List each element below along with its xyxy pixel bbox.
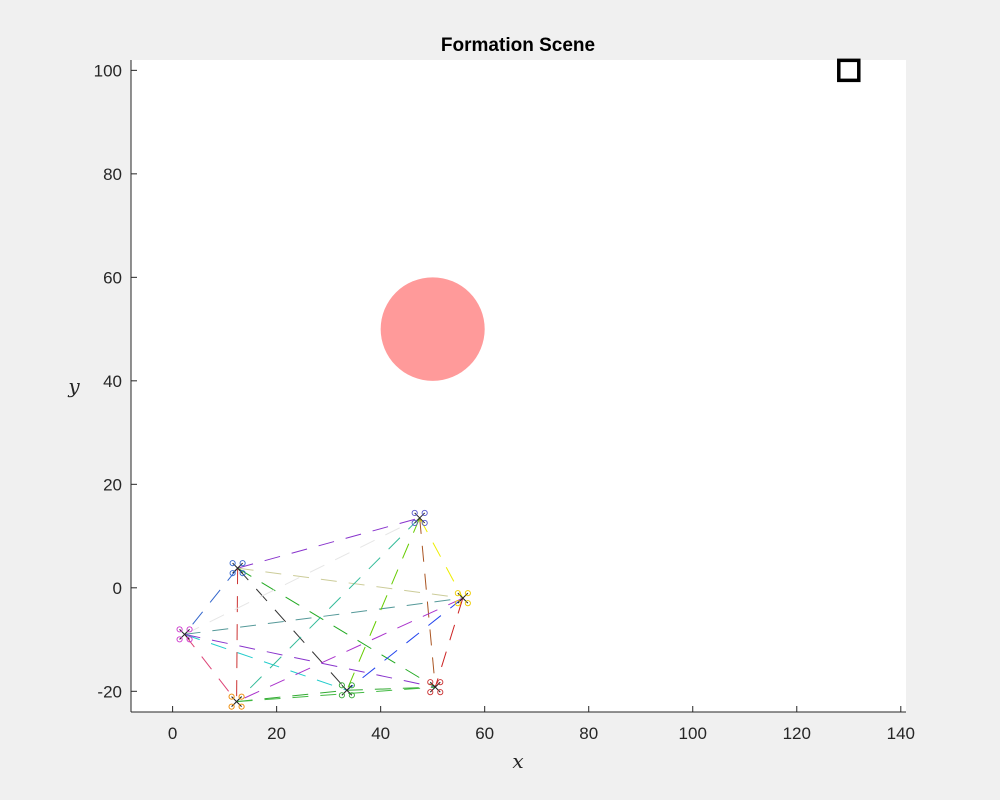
agent-rotor [421, 509, 428, 517]
agent-3 [338, 682, 355, 699]
agent-rotor [427, 689, 434, 696]
agent-rotor [238, 693, 245, 700]
formation-link-9 [184, 633, 348, 691]
formation-link-15 [434, 598, 464, 688]
formation-link-10 [184, 633, 436, 688]
goal-marker [837, 58, 861, 83]
obstacle-circle [380, 277, 485, 381]
agent-rotor [411, 509, 418, 517]
formation-link-3 [237, 567, 463, 599]
agent-1 [229, 560, 246, 577]
x-tick-label: 0 [168, 724, 177, 743]
y-tick-label: 100 [94, 61, 122, 80]
x-tick-label: 40 [371, 724, 390, 743]
agent-rotor [421, 519, 428, 527]
agent-rotor [338, 692, 345, 699]
agent-rotor [437, 689, 444, 696]
formation-link-16 [346, 597, 464, 691]
agent-rotor [338, 682, 345, 689]
y-tick-label: 40 [103, 372, 122, 391]
agent-rotor [454, 590, 461, 597]
agent-rotor [228, 703, 235, 710]
y-tick-label: -20 [97, 682, 122, 701]
agent-rotor [454, 600, 461, 607]
y-tick-label: 80 [103, 165, 122, 184]
formation-link-19 [236, 686, 436, 703]
x-tick-label: 100 [679, 724, 707, 743]
formation-link-1 [184, 567, 239, 635]
x-tick-label: 20 [267, 724, 286, 743]
x-tick-label: 140 [887, 724, 915, 743]
y-tick-label: 60 [103, 268, 122, 287]
x-axis-label: x [512, 749, 523, 773]
formation-link-18 [236, 689, 347, 703]
formation-link-2 [236, 568, 239, 702]
agent-rotor [348, 682, 355, 689]
formation-link-8 [184, 634, 237, 702]
agent-rotor [229, 570, 236, 577]
formation-link-12 [419, 517, 436, 688]
agent-rotor [348, 692, 355, 699]
agent-rotor [239, 570, 246, 577]
formation-link-13 [346, 517, 421, 691]
axes: 0 20 40 60 80 100 120 140 -20 0 20 40 60 80 100 [94, 60, 915, 743]
agent-rotor [186, 626, 193, 633]
agent-rotor [411, 519, 418, 527]
agent-rotor [238, 703, 245, 710]
formation-link-20 [346, 686, 436, 691]
agent-rotor [229, 560, 236, 567]
chart-marks [176, 58, 861, 710]
formation-link-14 [236, 517, 421, 703]
agent-4 [411, 509, 428, 527]
y-tick-label: 20 [103, 475, 122, 494]
formation-link-5 [237, 567, 436, 688]
agent-rotor [464, 600, 471, 607]
agent-rotor [176, 626, 183, 633]
formation-link-7 [184, 597, 463, 635]
agent-rotor [464, 590, 471, 597]
agent-rotor [437, 679, 444, 686]
y-axis-label: y [67, 374, 80, 398]
chart-title: Formation Scene [441, 35, 595, 56]
agent-rotor [239, 560, 246, 567]
formation-link-0 [237, 517, 420, 569]
agent-rotor [228, 693, 235, 700]
agent-5 [454, 590, 471, 607]
formation-link-11 [419, 517, 464, 599]
x-tick-label: 60 [475, 724, 494, 743]
agent-rotor [176, 636, 183, 643]
plot-area [131, 60, 906, 712]
agent-0 [176, 626, 193, 643]
y-tick-label: 0 [113, 579, 122, 598]
x-tick-label: 120 [783, 724, 811, 743]
agent-6 [427, 679, 444, 696]
agent-rotor [186, 636, 193, 643]
agent-2 [228, 693, 245, 710]
formation-link-6 [184, 517, 420, 635]
formation-link-17 [236, 597, 464, 703]
agent-rotor [427, 679, 434, 686]
x-tick-label: 80 [579, 724, 598, 743]
